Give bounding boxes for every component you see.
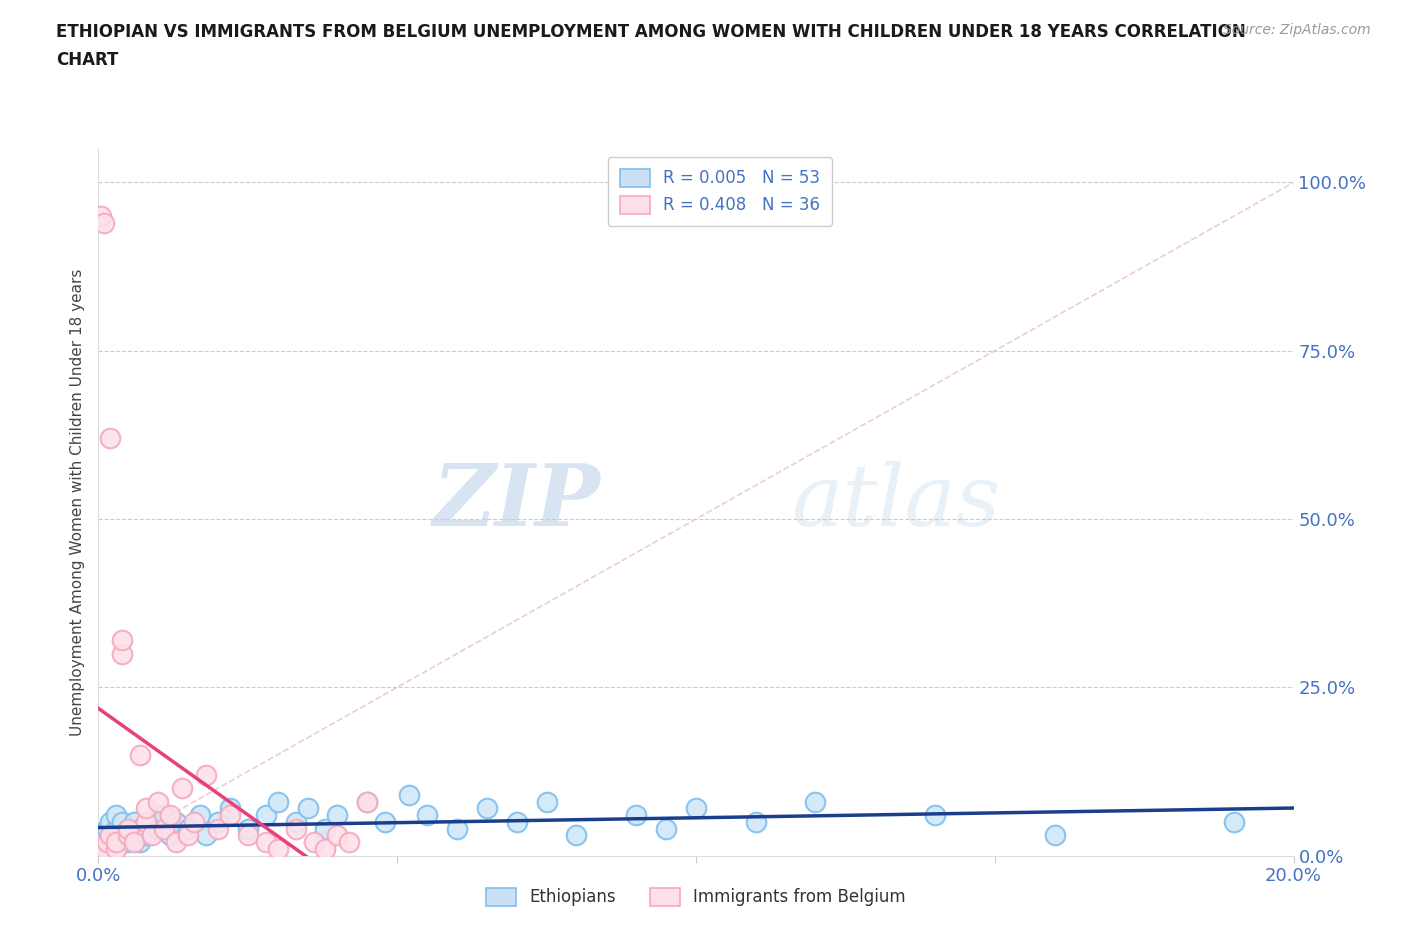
Text: ZIP: ZIP [433, 460, 600, 544]
Point [207, 815, 229, 830]
Point [284, 815, 307, 830]
Text: Source: ZipAtlas.com: Source: ZipAtlas.com [1223, 23, 1371, 37]
Point [111, 632, 134, 647]
Point [135, 801, 157, 816]
Point [148, 794, 170, 809]
Point [1223, 815, 1246, 830]
Point [135, 815, 157, 830]
Point [297, 801, 319, 816]
Point [105, 835, 128, 850]
Point [446, 821, 468, 836]
Point [159, 828, 181, 843]
Point [326, 808, 349, 823]
Point [536, 794, 558, 809]
Point [148, 821, 170, 836]
Point [506, 815, 529, 830]
Point [685, 801, 707, 816]
Point [475, 801, 498, 816]
Point [195, 828, 218, 843]
Point [315, 821, 337, 836]
Point [655, 821, 678, 836]
Point [90, 208, 112, 223]
Point [117, 821, 139, 836]
Point [100, 431, 122, 445]
Point [96, 821, 118, 836]
Point [153, 821, 176, 836]
Point [219, 801, 242, 816]
Point [105, 835, 128, 850]
Point [93, 842, 115, 857]
Point [129, 821, 152, 836]
Text: atlas: atlas [792, 461, 1001, 543]
Point [339, 835, 360, 850]
Point [94, 842, 117, 857]
Point [207, 821, 229, 836]
Point [103, 828, 125, 843]
Point [93, 828, 115, 843]
Point [124, 835, 146, 850]
Point [111, 828, 134, 843]
Point [374, 815, 396, 830]
Point [172, 781, 194, 796]
Point [105, 808, 128, 823]
Point [129, 747, 152, 762]
Point [153, 808, 176, 823]
Point [96, 835, 118, 850]
Point [93, 216, 115, 231]
Point [100, 828, 122, 843]
Point [141, 828, 163, 843]
Point [315, 842, 337, 857]
Point [924, 808, 946, 823]
Point [188, 808, 211, 823]
Point [111, 815, 134, 830]
Point [117, 828, 139, 843]
Point [356, 794, 378, 809]
Point [219, 808, 242, 823]
Point [124, 828, 146, 843]
Point [626, 808, 648, 823]
Point [177, 828, 200, 843]
Legend: Ethiopians, Immigrants from Belgium: Ethiopians, Immigrants from Belgium [475, 876, 917, 918]
Text: CHART: CHART [56, 51, 118, 69]
Point [416, 808, 439, 823]
Point [135, 828, 157, 843]
Point [177, 821, 200, 836]
Point [254, 835, 277, 850]
Point [100, 815, 122, 830]
Text: ETHIOPIAN VS IMMIGRANTS FROM BELGIUM UNEMPLOYMENT AMONG WOMEN WITH CHILDREN UNDE: ETHIOPIAN VS IMMIGRANTS FROM BELGIUM UNE… [56, 23, 1246, 41]
Point [183, 815, 205, 830]
Point [105, 821, 128, 836]
Point [356, 794, 378, 809]
Point [326, 828, 349, 843]
Point [117, 835, 139, 850]
Point [267, 794, 290, 809]
Point [804, 794, 827, 809]
Point [165, 835, 187, 850]
Y-axis label: Unemployment Among Women with Children Under 18 years: Unemployment Among Women with Children U… [70, 269, 86, 736]
Point [141, 815, 163, 830]
Point [124, 815, 146, 830]
Point [745, 815, 768, 830]
Point [111, 646, 134, 661]
Point [91, 835, 114, 850]
Point [284, 821, 307, 836]
Point [100, 835, 122, 850]
Point [117, 821, 139, 836]
Point [165, 815, 187, 830]
Point [1043, 828, 1066, 843]
Point [398, 788, 420, 803]
Point [159, 808, 181, 823]
Point [302, 835, 325, 850]
Point [236, 821, 259, 836]
Point [565, 828, 588, 843]
Point [267, 842, 290, 857]
Point [254, 808, 277, 823]
Point [129, 835, 152, 850]
Point [195, 767, 218, 782]
Point [105, 842, 128, 857]
Point [236, 828, 259, 843]
